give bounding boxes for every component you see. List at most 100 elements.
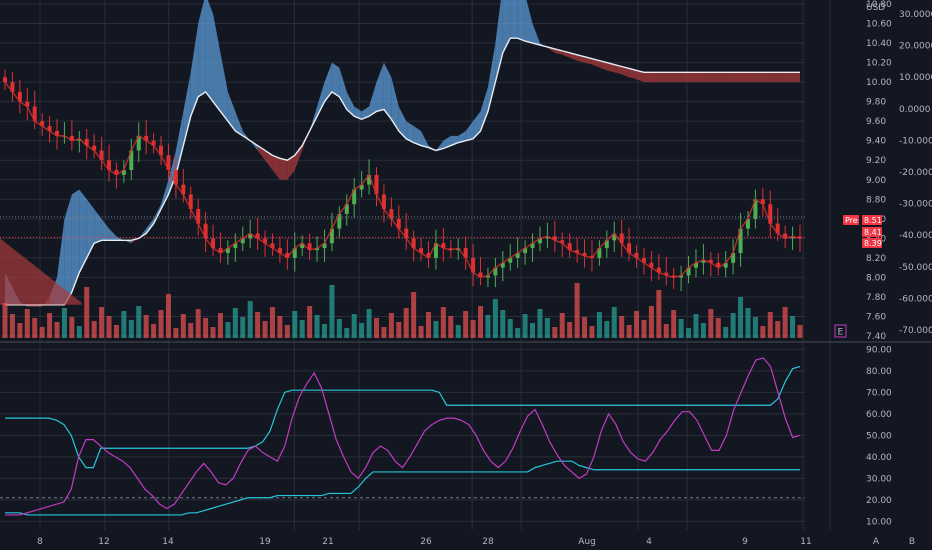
x-tick-label: 14 <box>162 537 174 547</box>
cloud-segment <box>376 62 384 112</box>
volume-bar <box>344 328 350 338</box>
cloud-segment <box>681 72 689 83</box>
candle-body <box>612 233 617 241</box>
volume-bar <box>730 313 736 338</box>
cloud-segment <box>658 72 667 83</box>
volume-bar <box>336 319 342 338</box>
candle-body <box>77 138 82 141</box>
candle-body <box>292 248 297 258</box>
candle-body <box>664 272 669 276</box>
price-label-text: 8.51 <box>864 216 882 225</box>
volume-bar <box>17 323 23 338</box>
x-tick-label: 9 <box>742 537 748 547</box>
price-tick-label: 10.60 <box>866 20 892 30</box>
oscillator-tick-label: 20.00 <box>866 496 892 506</box>
candle-body <box>225 248 230 253</box>
candle-body <box>738 228 743 253</box>
candle-body <box>641 257 646 263</box>
volume-bar <box>373 318 379 338</box>
candle-body <box>367 174 372 185</box>
volume-bar <box>492 299 498 338</box>
candle-body <box>107 160 112 170</box>
price-tick-label: 9.80 <box>866 98 886 108</box>
earnings-marker-text: E <box>838 328 844 338</box>
cloud-segment <box>443 135 451 149</box>
oscillator-tick-label: 80.00 <box>866 367 892 377</box>
cloud-segment <box>762 72 771 83</box>
candle-body <box>552 236 557 241</box>
cloud-segment <box>747 72 756 83</box>
candle-body <box>389 209 394 219</box>
cloud-segment <box>272 155 280 180</box>
corner-button-b[interactable]: B <box>909 537 915 547</box>
price-tick-label: 8.80 <box>866 195 886 205</box>
cloud-baseline <box>5 37 800 306</box>
cloud-segment <box>279 158 288 180</box>
candle-body <box>530 243 535 249</box>
candle-body <box>798 236 802 239</box>
corner-button-a[interactable]: A <box>873 537 880 547</box>
volume-bar <box>76 326 82 338</box>
cloud-segment <box>317 82 325 117</box>
volume-bar <box>143 315 149 338</box>
volume-bar <box>411 292 417 338</box>
candle-body <box>537 238 542 244</box>
volume-bar <box>180 314 186 338</box>
volume-bar <box>61 308 67 338</box>
price-tick-label: 7.60 <box>866 312 886 322</box>
x-tick-label: 21 <box>322 537 333 547</box>
volume-bar <box>217 313 223 338</box>
price-tick-label: 8.00 <box>866 273 886 283</box>
volume-bar <box>91 321 97 338</box>
candle-body <box>716 262 721 268</box>
candle-body <box>701 259 706 263</box>
candle-body <box>285 253 290 258</box>
candle-body <box>523 248 528 253</box>
volume-bar <box>396 322 402 338</box>
cloud-segment <box>688 72 696 83</box>
candle-body <box>211 238 216 249</box>
volume-bar <box>797 325 803 338</box>
candle-body <box>411 238 416 249</box>
volume-bar <box>790 316 796 338</box>
candle-body <box>114 170 119 175</box>
volume-bar <box>418 326 424 338</box>
earnings-marker-box <box>834 324 847 338</box>
cloud-segment <box>792 72 800 83</box>
volume-bar <box>232 308 238 338</box>
candle-body <box>708 259 713 263</box>
candle-body <box>352 189 357 205</box>
x-tick-label: 26 <box>420 537 432 547</box>
volume-bar <box>507 319 513 338</box>
cloud-segment <box>94 209 102 244</box>
cloud-segment <box>190 23 199 117</box>
oscillator-line-b <box>5 460 800 516</box>
candle-body <box>55 130 60 136</box>
candle-body <box>92 145 97 151</box>
candle-body <box>649 262 654 268</box>
candle-body <box>32 106 37 122</box>
volume-bar <box>574 283 580 338</box>
candle-body <box>181 184 186 195</box>
cloud-segment <box>331 62 340 97</box>
cloud-segment <box>227 91 236 131</box>
axis-panel <box>805 0 932 550</box>
cloud-segment <box>242 130 251 141</box>
candle-body <box>322 243 327 249</box>
cloud-segment <box>777 72 786 83</box>
candle-body <box>17 91 22 102</box>
candle-body <box>671 275 676 278</box>
volume-bar <box>671 310 677 338</box>
volume-bar <box>522 314 528 338</box>
cloud-segment <box>116 236 124 241</box>
candle-body <box>731 253 736 263</box>
cloud-segment <box>168 150 176 195</box>
volume-bar <box>567 322 573 338</box>
cloud-segment <box>435 140 444 151</box>
cloud-segment <box>287 155 295 180</box>
oscillator-tick-label: 10.00 <box>866 517 892 527</box>
volume-bar <box>69 317 75 338</box>
candle-body <box>129 150 134 170</box>
